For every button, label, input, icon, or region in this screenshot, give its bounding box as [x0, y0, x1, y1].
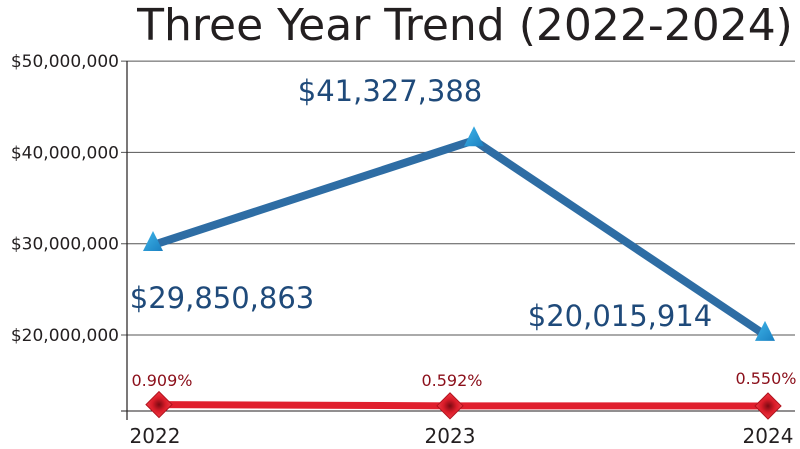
- data-label-amount: $20,015,914: [528, 299, 713, 333]
- x-tick-label: 2023: [425, 424, 476, 448]
- data-label-percent: 0.550%: [735, 369, 796, 388]
- triangle-marker: [464, 126, 484, 147]
- data-label-amount: $41,327,388: [298, 74, 483, 108]
- chart-title: Three Year Trend (2022-2024): [136, 0, 793, 51]
- data-label-amount: $29,850,863: [130, 281, 315, 315]
- y-tick-label: $20,000,000: [11, 326, 119, 346]
- y-tick-label: $30,000,000: [11, 235, 119, 255]
- y-tick-label: $50,000,000: [11, 52, 119, 72]
- triangle-marker: [755, 320, 775, 341]
- data-label-percent: 0.592%: [421, 371, 482, 390]
- triangle-marker: [143, 231, 163, 252]
- x-tick-label: 2024: [743, 424, 794, 448]
- data-label-percent: 0.909%: [131, 371, 192, 390]
- y-tick-label: $40,000,000: [11, 143, 119, 163]
- diamond-marker: [436, 392, 464, 420]
- x-tick-label: 2022: [130, 424, 181, 448]
- diamond-marker: [754, 392, 782, 420]
- diamond-marker: [145, 390, 173, 419]
